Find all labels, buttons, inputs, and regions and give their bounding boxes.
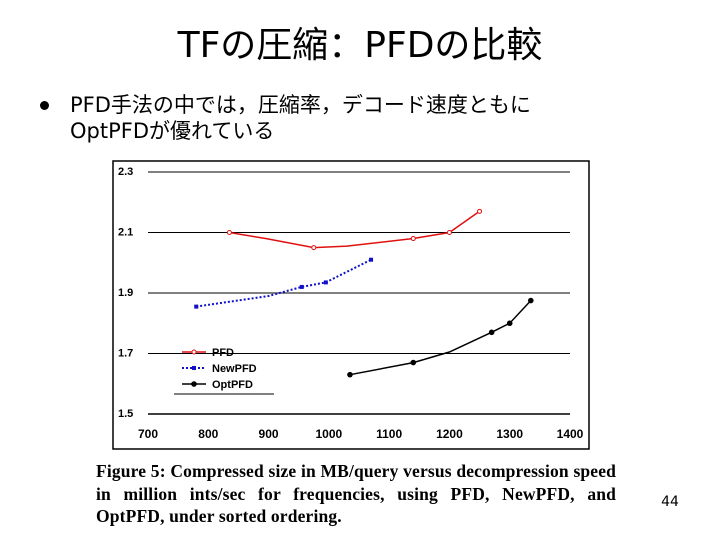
y-tick-label: 2.3: [118, 166, 133, 178]
legend-label-optpfd: OptPFD: [212, 379, 253, 391]
chart-svg: 1.5 1.7 1.9 2.1 2.3 700 800 900 1000 1100 1200 1300…: [112, 160, 590, 450]
chart-frame: [112, 160, 590, 450]
data-point-pfd: [311, 245, 317, 251]
legend-label-newpfd: NewPFD: [212, 363, 257, 375]
y-tick-label: 1.5: [118, 408, 133, 420]
y-tick-label: 2.1: [118, 227, 133, 239]
bullet-line-1: PFD手法の中では，圧縮率，デコード速度ともに: [70, 93, 531, 117]
data-point-pfd: [477, 208, 483, 214]
data-point-optpfd: [488, 329, 495, 336]
data-point-newpfd: [323, 280, 328, 285]
x-tick-label: 1000: [316, 427, 343, 441]
x-tick-label: 1300: [496, 427, 523, 441]
series-line-optpfd: [349, 300, 532, 376]
legend-label-pfd: PFD: [212, 347, 234, 359]
data-point-optpfd: [528, 297, 534, 304]
legend-marker-newpfd: [192, 366, 196, 370]
chart-figure: 1.5 1.7 1.9 2.1 2.3 700 800 900 1000 1100 1200 1300…: [112, 160, 590, 450]
x-tick-label: 900: [259, 427, 279, 441]
page-number: 44: [661, 494, 679, 510]
bullet-dot-icon: [40, 101, 49, 110]
data-point-optpfd: [347, 371, 353, 378]
data-point-pfd: [410, 236, 416, 242]
data-point-optpfd: [410, 359, 417, 366]
data-point-pfd: [226, 230, 232, 235]
series-line-newpfd: [196, 258, 372, 308]
x-tick-label: 1200: [436, 427, 463, 441]
slide-title: TFの圧縮：PFDの比較: [177, 25, 543, 66]
x-tick-label: 1400: [557, 427, 584, 441]
figure-caption: Figure 5: Compressed size in MB/query ve…: [96, 461, 616, 526]
legend-marker-pfd: [191, 349, 197, 355]
bullet-line-2: OptPFDが優れている: [70, 119, 275, 143]
x-tick-label: 700: [138, 427, 158, 441]
y-tick-label: 1.9: [118, 287, 133, 299]
legend-marker-optpfd: [191, 381, 197, 387]
data-point-optpfd: [506, 320, 513, 327]
x-tick-label: 800: [198, 427, 218, 441]
data-point-newpfd: [299, 284, 304, 289]
data-point-newpfd: [194, 304, 199, 309]
y-tick-label: 1.7: [118, 348, 133, 360]
data-point-newpfd: [369, 257, 374, 262]
bullet-item: PFD手法の中では，圧縮率，デコード速度ともに OptPFDが優れている: [34, 92, 674, 144]
x-tick-label: 1100: [376, 427, 402, 441]
data-point-pfd: [446, 230, 452, 235]
